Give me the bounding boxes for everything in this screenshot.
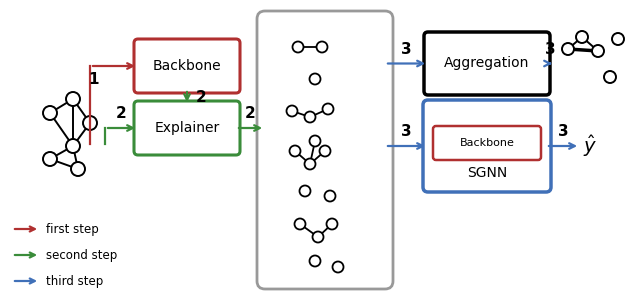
- Circle shape: [323, 103, 333, 115]
- Circle shape: [66, 92, 80, 106]
- FancyBboxPatch shape: [433, 126, 541, 160]
- Circle shape: [66, 139, 80, 153]
- Text: first step: first step: [46, 222, 99, 236]
- Circle shape: [312, 231, 323, 242]
- Circle shape: [604, 71, 616, 83]
- Text: Aggregation: Aggregation: [444, 57, 530, 71]
- FancyBboxPatch shape: [257, 11, 393, 289]
- Circle shape: [43, 106, 57, 120]
- Text: Backbone: Backbone: [153, 59, 221, 73]
- Circle shape: [326, 219, 337, 230]
- Circle shape: [319, 146, 330, 156]
- Text: 3: 3: [401, 42, 412, 57]
- Circle shape: [310, 135, 321, 147]
- Text: Explainer: Explainer: [154, 121, 220, 135]
- Circle shape: [83, 116, 97, 130]
- Text: SGNN: SGNN: [467, 166, 507, 180]
- Circle shape: [43, 152, 57, 166]
- Circle shape: [289, 146, 301, 156]
- Text: second step: second step: [46, 248, 117, 262]
- Circle shape: [292, 42, 303, 53]
- Circle shape: [287, 106, 298, 117]
- Text: 1: 1: [89, 72, 99, 88]
- Circle shape: [305, 158, 316, 170]
- Text: 3: 3: [557, 124, 568, 140]
- Circle shape: [310, 256, 321, 266]
- Circle shape: [317, 42, 328, 53]
- Circle shape: [324, 190, 335, 202]
- FancyBboxPatch shape: [423, 100, 551, 192]
- FancyBboxPatch shape: [134, 101, 240, 155]
- FancyBboxPatch shape: [134, 39, 240, 93]
- Text: Backbone: Backbone: [460, 138, 515, 148]
- Circle shape: [310, 74, 321, 85]
- Text: third step: third step: [46, 274, 103, 288]
- Circle shape: [294, 219, 305, 230]
- Text: 2: 2: [245, 106, 256, 121]
- Circle shape: [592, 45, 604, 57]
- Text: 2: 2: [196, 89, 206, 104]
- Circle shape: [333, 262, 344, 272]
- Text: 3: 3: [545, 42, 556, 57]
- Circle shape: [576, 31, 588, 43]
- Circle shape: [305, 112, 316, 123]
- Text: 2: 2: [116, 106, 127, 121]
- Circle shape: [612, 33, 624, 45]
- Text: $\hat{y}$: $\hat{y}$: [583, 133, 597, 159]
- FancyBboxPatch shape: [424, 32, 550, 95]
- Circle shape: [71, 162, 85, 176]
- Circle shape: [300, 185, 310, 196]
- Circle shape: [562, 43, 574, 55]
- Text: 3: 3: [401, 124, 412, 140]
